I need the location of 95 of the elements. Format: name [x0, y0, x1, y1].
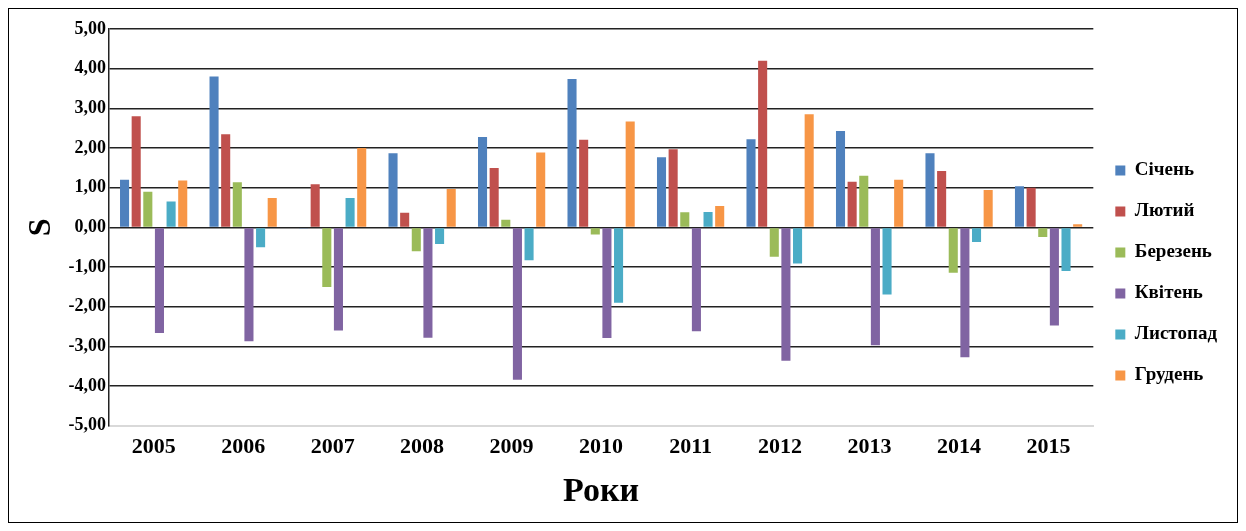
bar	[746, 139, 756, 227]
y-tick-label: 1,00	[74, 176, 106, 197]
bar	[703, 211, 713, 227]
y-tick-label: -3,00	[68, 335, 106, 356]
x-tick-label: 2008	[400, 432, 445, 458]
bar	[345, 198, 355, 227]
bar	[131, 116, 141, 227]
bar	[590, 228, 600, 235]
bar	[715, 205, 725, 227]
bar	[1038, 228, 1048, 237]
y-tick-label: -1,00	[68, 255, 106, 276]
y-tick-label: 4,00	[74, 57, 106, 78]
bar	[668, 149, 678, 227]
y-tick-label: -5,00	[68, 414, 106, 435]
legend-label: Квітень	[1134, 281, 1203, 303]
x-tick-label: 2014	[937, 432, 982, 458]
bar	[1061, 228, 1071, 272]
bar	[1073, 224, 1083, 227]
y-tick-label: -2,00	[68, 295, 106, 316]
bar	[925, 153, 935, 227]
bar	[411, 228, 421, 252]
bar	[972, 228, 982, 243]
y-axis-title: S	[21, 218, 58, 237]
bar	[435, 228, 445, 245]
bar	[221, 134, 231, 227]
bar	[870, 228, 880, 346]
bar	[1049, 228, 1059, 326]
bar	[244, 228, 254, 342]
bar	[625, 121, 635, 227]
bar	[256, 228, 266, 248]
bar	[501, 219, 511, 227]
bar	[948, 228, 958, 273]
bar	[178, 180, 188, 227]
bar	[781, 228, 791, 361]
bar	[322, 228, 332, 287]
bar	[656, 157, 667, 227]
bar	[859, 175, 869, 227]
legend-label: Грудень	[1134, 363, 1204, 385]
bar	[882, 228, 892, 295]
x-tick-label: 2006	[221, 432, 266, 458]
bar	[524, 228, 534, 261]
bar	[310, 184, 320, 227]
bar	[209, 76, 219, 227]
x-tick-label: 2013	[847, 432, 892, 458]
bar	[614, 228, 624, 303]
x-tick-label: 2011	[669, 432, 712, 458]
bar	[758, 60, 768, 227]
bar	[835, 130, 846, 227]
x-tick-label: 2010	[579, 432, 624, 458]
bar	[680, 212, 690, 227]
bar	[143, 191, 153, 227]
bar	[793, 228, 803, 264]
bar	[423, 228, 433, 338]
y-tick-label: -4,00	[68, 374, 106, 395]
bar	[536, 152, 546, 227]
bar	[1026, 187, 1036, 227]
bar	[154, 228, 164, 333]
bar	[847, 181, 857, 227]
bar	[232, 182, 242, 227]
bar	[120, 179, 130, 227]
bar	[960, 228, 970, 358]
bar	[804, 114, 814, 227]
x-tick-label: 2009	[489, 432, 534, 458]
legend-label: Січень	[1134, 158, 1194, 180]
bar	[1014, 186, 1025, 227]
bar	[894, 179, 904, 227]
bar	[489, 167, 499, 227]
x-tick-label: 2015	[1026, 432, 1071, 458]
bar	[446, 188, 456, 227]
bar	[357, 148, 367, 227]
x-tick-label: 2005	[131, 432, 176, 458]
x-tick-label: 2007	[310, 432, 355, 458]
bar	[388, 153, 398, 227]
x-axis-title: Роки	[563, 471, 640, 509]
legend-label: Лютий	[1134, 199, 1195, 221]
bar	[602, 228, 612, 339]
bar	[512, 228, 522, 380]
y-tick-label: 5,00	[74, 17, 106, 38]
y-tick-label: 0,00	[74, 216, 106, 237]
legend-label: Березень	[1134, 240, 1212, 262]
legend-label: Листопад	[1134, 322, 1218, 344]
y-tick-label: 3,00	[74, 97, 106, 118]
bar	[769, 228, 779, 257]
bar	[567, 79, 577, 227]
bar	[477, 136, 488, 227]
bar	[400, 212, 410, 227]
bar	[166, 201, 176, 227]
bar	[937, 171, 947, 227]
bar	[579, 139, 589, 227]
y-tick-label: 2,00	[74, 136, 106, 157]
x-tick-label: 2012	[758, 432, 803, 458]
bar	[983, 190, 993, 227]
bar	[691, 228, 701, 332]
bar	[267, 198, 277, 227]
bar	[333, 228, 343, 331]
